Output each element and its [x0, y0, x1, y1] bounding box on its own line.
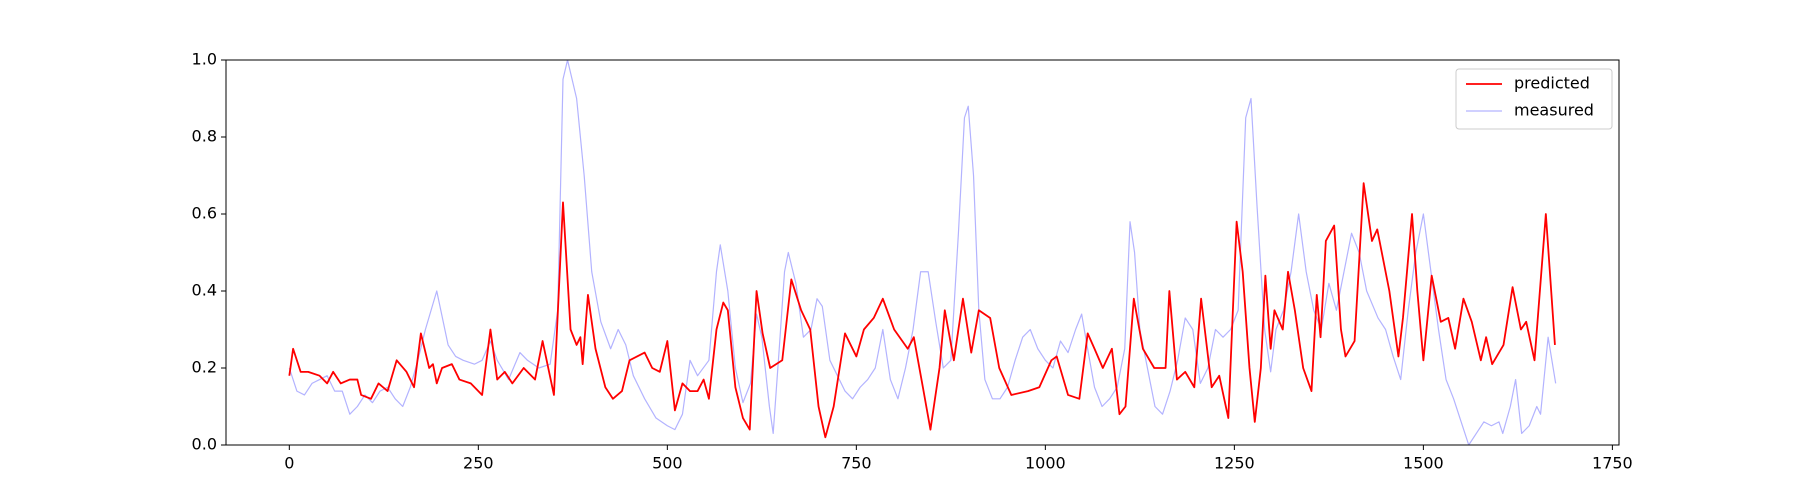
- legend-label: measured: [1514, 101, 1594, 120]
- y-tick-label: 0.0: [192, 435, 217, 454]
- x-tick-label: 750: [841, 454, 872, 473]
- x-tick-label: 1500: [1403, 454, 1444, 473]
- y-tick-label: 0.8: [192, 127, 217, 146]
- plot-lines: [288, 60, 1557, 445]
- legend-label: predicted: [1514, 74, 1590, 93]
- series-line: [288, 60, 1557, 445]
- x-tick-label: 1250: [1214, 454, 1255, 473]
- x-tick-label: 500: [652, 454, 683, 473]
- y-tick-label: 0.4: [192, 281, 217, 300]
- plot-frame: [225, 59, 1620, 446]
- y-tick-label: 0.6: [192, 204, 217, 223]
- x-tick-label: 250: [463, 454, 494, 473]
- y-tick-label: 0.2: [192, 358, 217, 377]
- x-tick-label: 0: [284, 454, 294, 473]
- x-tick-label: 1000: [1025, 454, 1066, 473]
- x-tick-label: 1750: [1592, 454, 1633, 473]
- series-line: [288, 182, 1556, 439]
- y-tick-label: 1.0: [192, 50, 217, 69]
